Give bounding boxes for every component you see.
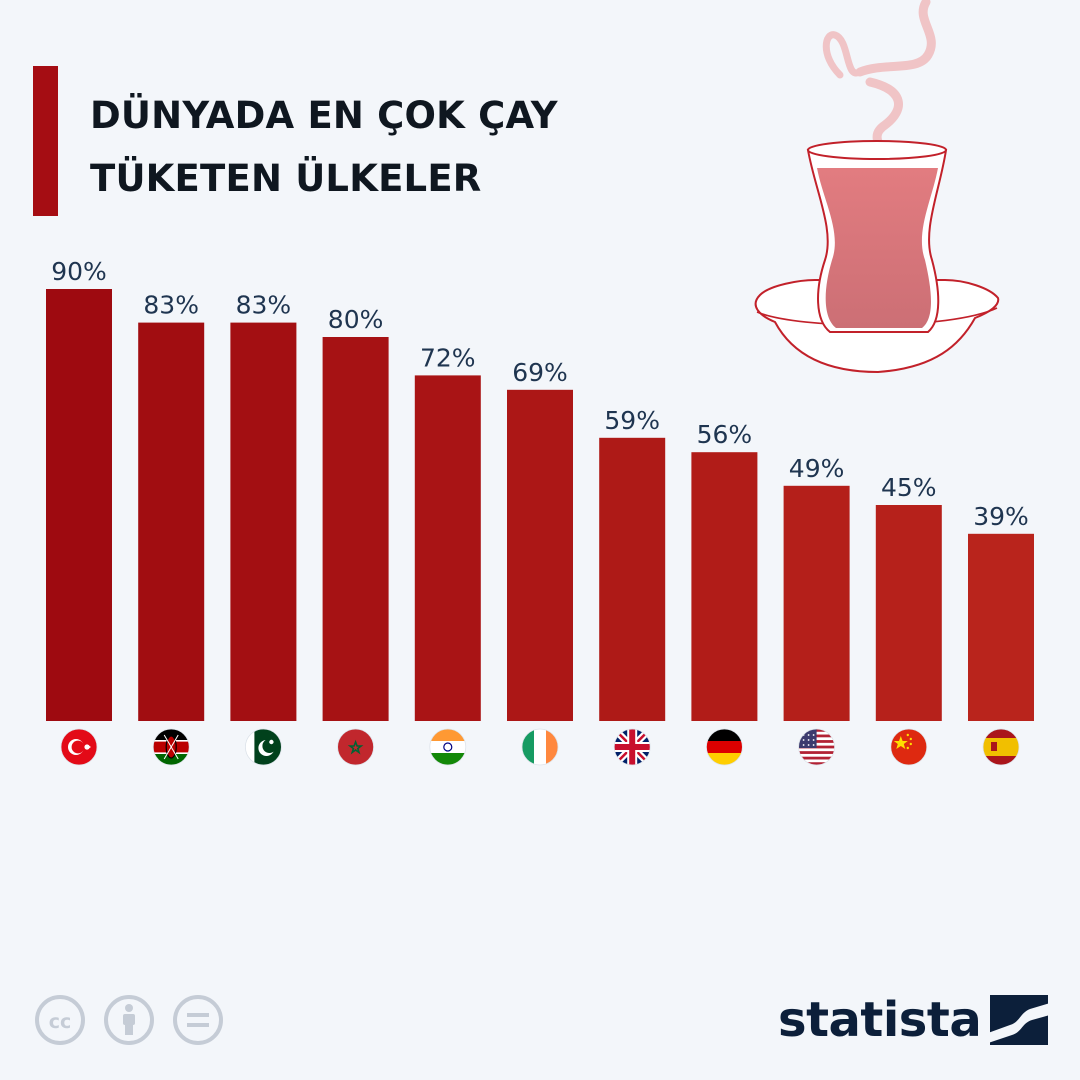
- bar-t-rkiye: [46, 289, 112, 721]
- chart-title-line-1: DÜNYADA EN ÇOK ÇAY: [90, 94, 558, 137]
- value-labels-group: 90% 83% 83% 80% 72% 69% 59% 56% 49% 45% 39%: [51, 257, 1029, 531]
- flag-germany-icon: [706, 728, 743, 766]
- value-label: 90%: [51, 257, 107, 286]
- bar-ireland: [507, 389, 573, 721]
- value-label: 39%: [973, 502, 1029, 531]
- bar-chart: 90% 83% 83% 80% 72% 69% 59% 56% 49% 45% 39%: [46, 257, 1034, 766]
- bar-spain: [968, 533, 1034, 721]
- title-accent-bar: [33, 66, 58, 216]
- bar-kenya: [138, 322, 205, 721]
- bar-china: [875, 505, 942, 721]
- flag-china-icon: [890, 728, 928, 766]
- bar-morocco: [322, 337, 389, 721]
- statista-brand: statista: [778, 990, 1058, 1050]
- bars-group: [46, 289, 1034, 721]
- value-label: 80%: [328, 305, 384, 334]
- brand-name: statista: [778, 992, 982, 1048]
- statista-logo-icon: [990, 995, 1048, 1045]
- person-icon: [104, 995, 154, 1045]
- flag-india-icon: [429, 728, 467, 766]
- chart-title: DÜNYADA EN ÇOK ÇAY TÜKETEN ÜLKELER: [90, 84, 558, 210]
- value-label: 45%: [881, 473, 937, 502]
- equal-icon: [173, 995, 223, 1045]
- bar-pakistan: [230, 322, 297, 721]
- license-icons: cc: [35, 995, 223, 1045]
- flag-ireland-icon: [521, 728, 559, 766]
- value-label: 56%: [697, 420, 753, 449]
- chart-title-line-2: TÜKETEN ÜLKELER: [90, 157, 482, 200]
- tea-glass-icon: [754, 0, 1000, 374]
- value-label: 83%: [236, 291, 292, 320]
- bar-united-kingdom: [599, 437, 666, 721]
- value-label: 69%: [512, 358, 568, 387]
- flag-pakistan-icon: [244, 728, 282, 766]
- bar-india: [414, 375, 481, 721]
- bar-united-states: [783, 485, 850, 721]
- bar-germany: [691, 452, 758, 721]
- flag-kenya-icon: [152, 728, 190, 766]
- flags-group: [60, 728, 1020, 766]
- value-label: 83%: [143, 291, 199, 320]
- value-label: 59%: [604, 406, 660, 435]
- cc-icon: cc: [35, 995, 85, 1045]
- flag-usa-icon: [798, 728, 835, 766]
- flag-uk-icon: [613, 728, 651, 766]
- value-label: 49%: [789, 454, 845, 483]
- flag-morocco-icon: [337, 728, 375, 766]
- value-label: 72%: [420, 343, 476, 372]
- flag-turkey-icon: [60, 728, 98, 766]
- flag-spain-icon: [982, 728, 1020, 766]
- svg-text:cc: cc: [49, 1011, 72, 1033]
